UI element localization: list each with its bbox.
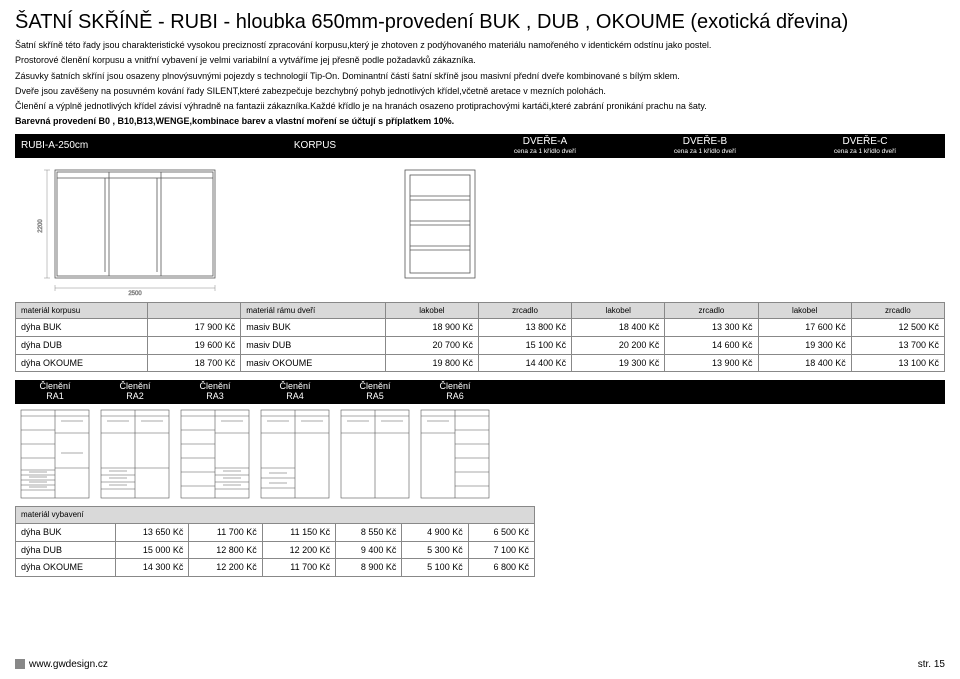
price-row: dýha OKOUME18 700 Kčmasiv OKOUME 19 800 … [16, 354, 945, 372]
logo-square-icon [15, 659, 25, 669]
footer-url: www.gwdesign.cz [29, 659, 108, 670]
korpus-label: KORPUS [165, 140, 465, 152]
desc-line: Prostorové členění korpusu a vnitřní vyb… [15, 55, 945, 66]
svg-text:2200: 2200 [38, 218, 44, 232]
clen-ra6 [419, 408, 491, 500]
price-row: dýha BUK17 900 Kčmasiv BUK 18 900 Kč13 8… [16, 319, 945, 337]
header-bar: RUBI-A-250cm KORPUS DVEŘE-Acena za 1 kří… [15, 134, 945, 158]
desc-bold: Barevná provedení B0 , B10,B13,WENGE,kom… [15, 116, 454, 126]
desc-line: Členění a výplně jednotlivých křídel záv… [15, 101, 945, 112]
page-number: str. 15 [918, 659, 945, 671]
equip-hdr: materiál vybavení [16, 507, 535, 524]
desc-line: Zásuvky šatních skříní jsou osazeny plno… [15, 71, 945, 82]
equip-table: materiál vybavení dýha BUK 13 650 Kč11 7… [15, 506, 535, 577]
footer: www.gwdesign.cz str. 15 [15, 659, 945, 671]
door-sub: cena za 1 křídlo dveří [625, 148, 785, 156]
equip-row: dýha BUK 13 650 Kč11 700 Kč11 150 Kč8 55… [16, 523, 535, 541]
col-lakobel: lakobel [572, 302, 665, 319]
description: Šatní skříně této řady jsou charakterist… [15, 40, 945, 128]
price-table: materiál korpusu materiál rámu dveří lak… [15, 302, 945, 373]
col-lakobel: lakobel [385, 302, 478, 319]
model-label: RUBI-A-250cm [15, 140, 165, 152]
svg-text:2500: 2500 [128, 291, 142, 296]
clen-bar: ČleněníRA1 ČleněníRA2 ČleněníRA3 Členění… [15, 380, 945, 404]
page-title: ŠATNÍ SKŘÍNĚ - RUBI - hloubka 650mm-prov… [15, 10, 945, 34]
door-c-label: DVEŘE-C [842, 136, 887, 147]
col-zrcadlo: zrcadlo [851, 302, 944, 319]
clen-ra1 [19, 408, 91, 500]
price-row: dýha DUB19 600 Kčmasiv DUB 20 700 Kč15 1… [16, 336, 945, 354]
hdr-material: materiál korpusu [16, 302, 148, 319]
desc-line: Dveře jsou zavěšeny na posuvném kování ř… [15, 86, 945, 97]
door-a-label: DVEŘE-A [523, 136, 567, 147]
clen-ra5 [339, 408, 411, 500]
equip-row: dýha OKOUME 14 300 Kč12 200 Kč11 700 Kč8… [16, 559, 535, 577]
col-zrcadlo: zrcadlo [665, 302, 758, 319]
clen-ra3 [179, 408, 251, 500]
door-sub: cena za 1 křídlo dveří [785, 148, 945, 156]
col-lakobel: lakobel [758, 302, 851, 319]
desc-line: Šatní skříně této řady jsou charakterist… [15, 40, 945, 51]
door-diagram [395, 166, 485, 286]
clen-diagrams [15, 408, 945, 500]
clen-ra4 [259, 408, 331, 500]
preview-row: 2200 2500 [15, 166, 945, 296]
clen-ra2 [99, 408, 171, 500]
door-b-label: DVEŘE-B [683, 136, 727, 147]
door-sub: cena za 1 křídlo dveří [465, 148, 625, 156]
col-zrcadlo: zrcadlo [478, 302, 571, 319]
wardrobe-diagram: 2200 2500 [35, 166, 235, 296]
hdr-frame: materiál rámu dveří [241, 302, 386, 319]
equip-row: dýha DUB 15 000 Kč12 800 Kč12 200 Kč9 40… [16, 541, 535, 559]
